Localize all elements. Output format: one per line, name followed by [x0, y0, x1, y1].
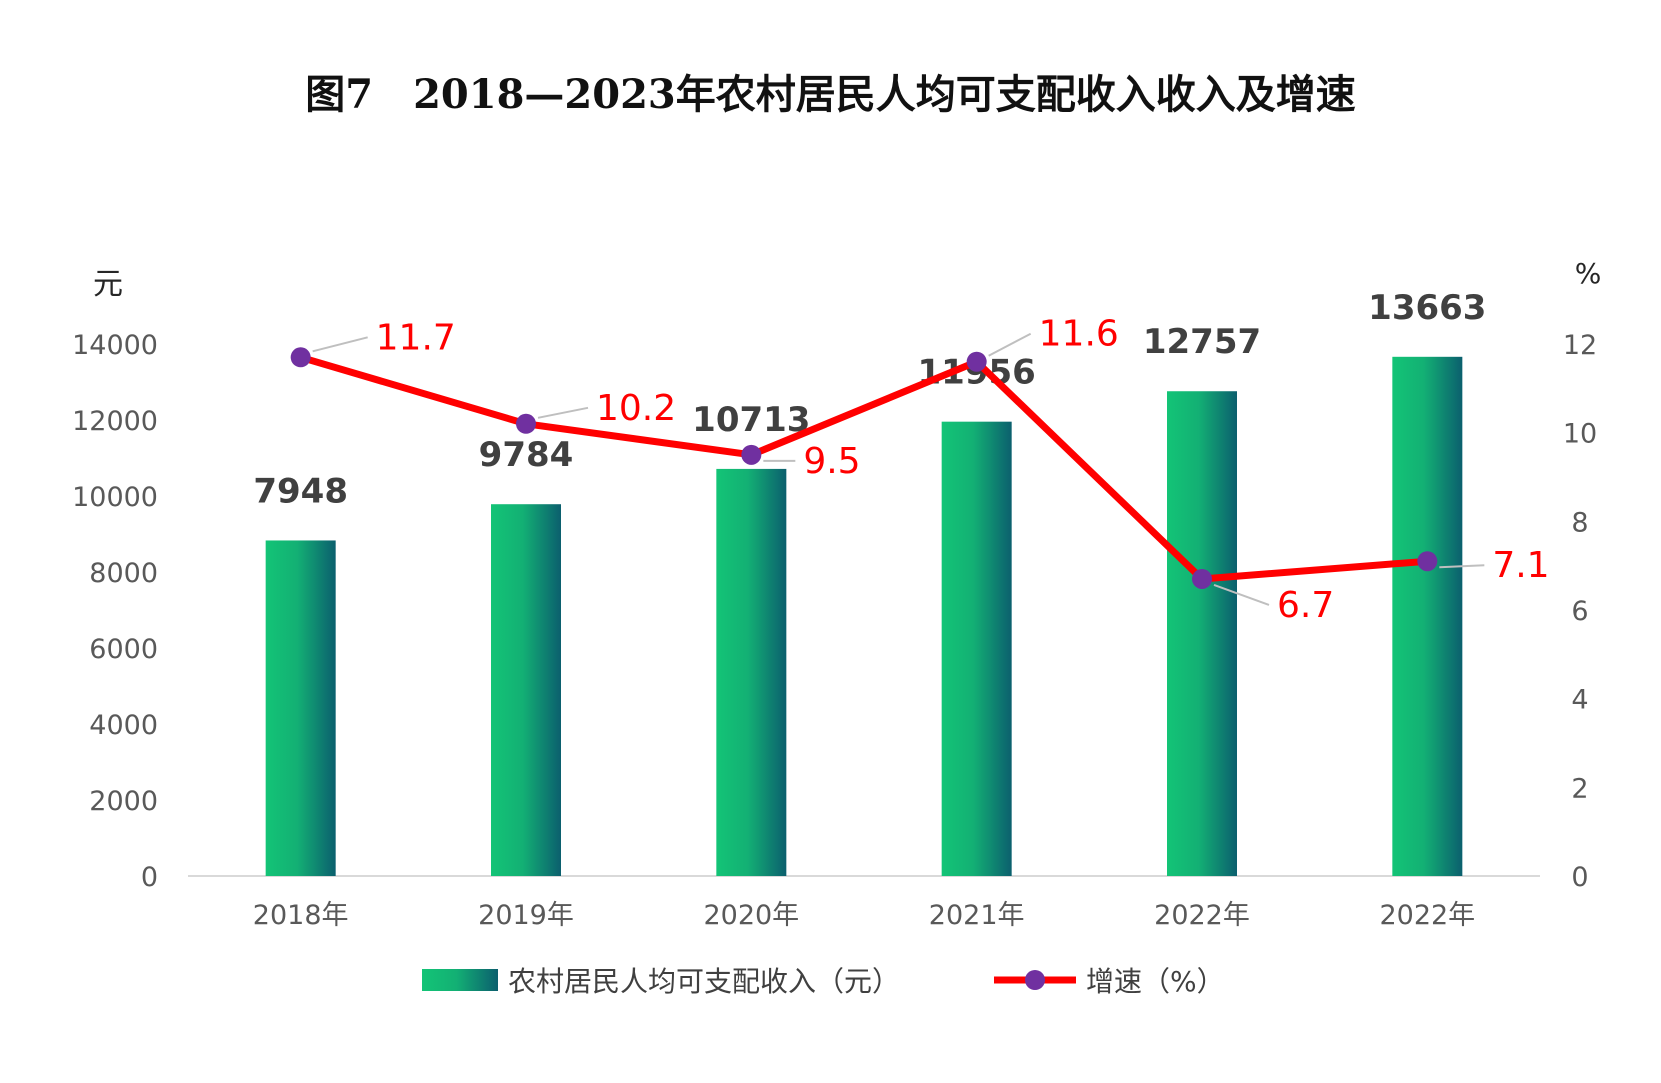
growth-value-label: 10.2	[596, 388, 676, 429]
x-tick-label: 2020年	[703, 900, 799, 931]
legend-bar-swatch	[422, 969, 498, 991]
growth-label-leader	[537, 406, 589, 419]
growth-point	[1192, 568, 1212, 589]
y-left-tick-label: 4000	[89, 710, 158, 741]
x-tick-label: 2021年	[929, 900, 1025, 931]
bar-value-label: 12757	[1143, 322, 1261, 362]
chart-title: 图7 2018—2023年农村居民人均可支配收入收入及增速	[305, 71, 1356, 118]
y-left-tick-label: 12000	[72, 406, 158, 437]
bar-value-label: 10713	[692, 400, 810, 440]
y-right-tick-label: 8	[1571, 507, 1588, 538]
x-tick-label: 2018年	[253, 900, 349, 931]
x-tick-label: 2019年	[478, 900, 574, 931]
y-right-axis: 0 2 4 6 8 10 12	[1563, 330, 1597, 893]
growth-point	[516, 413, 536, 434]
bar-value-label: 9784	[479, 435, 574, 475]
bar	[1392, 356, 1463, 876]
bar	[491, 504, 561, 876]
y-left-tick-label: 8000	[89, 558, 158, 589]
growth-value-label: 9.5	[803, 441, 860, 482]
y-right-tick-label: 10	[1563, 419, 1597, 450]
bar-value-label: 7948	[253, 471, 348, 511]
growth-label-leader	[312, 336, 368, 353]
growth-point	[741, 444, 762, 465]
growth-label-leader	[988, 332, 1032, 357]
growth-label-leader	[1439, 564, 1485, 569]
y-left-tick-label: 2000	[89, 786, 158, 817]
bar	[1167, 391, 1237, 876]
y-right-tick-label: 4	[1571, 685, 1588, 716]
y-right-tick-label: 12	[1563, 330, 1597, 361]
y-left-unit: 元	[93, 267, 123, 302]
bar-value-label: 13663	[1368, 288, 1486, 328]
bar	[941, 421, 1012, 876]
growth-point	[290, 347, 311, 368]
legend-line-marker	[1025, 970, 1045, 990]
growth-point	[1417, 551, 1438, 572]
growth-label-leader	[1213, 584, 1270, 606]
growth-line	[299, 353, 1428, 583]
y-left-axis: 0 2000 4000 6000 8000 10000 12000 14000	[72, 330, 158, 893]
line-value-labels: 11.7 10.2 9.5 11.6 6.7 7.1	[312, 314, 1550, 626]
y-left-tick-label: 10000	[72, 482, 158, 513]
x-tick-label: 2022年	[1154, 900, 1250, 931]
y-left-tick-label: 6000	[89, 634, 158, 665]
legend-line-label: 增速（%）	[1086, 965, 1225, 998]
y-right-unit: %	[1575, 257, 1602, 290]
x-axis: 2018年 2019年 2020年 2021年 2022年 2022年	[253, 900, 1475, 931]
bar	[265, 540, 336, 876]
bar-series	[265, 356, 1463, 876]
bar	[716, 468, 787, 876]
growth-point	[966, 351, 987, 372]
legend-bar-label: 农村居民人均可支配收入（元）	[508, 965, 900, 998]
y-right-tick-label: 0	[1571, 862, 1588, 893]
growth-value-label: 7.1	[1492, 545, 1549, 586]
y-left-tick-label: 14000	[72, 330, 158, 361]
growth-value-label: 11.6	[1039, 314, 1119, 355]
growth-value-label: 11.7	[376, 317, 456, 358]
x-tick-label: 2022年	[1379, 900, 1475, 931]
legend: 农村居民人均可支配收入（元） 增速（%）	[422, 965, 1225, 998]
line-series	[290, 347, 1438, 589]
y-left-tick-label: 0	[141, 862, 158, 893]
y-right-tick-label: 6	[1571, 596, 1588, 627]
y-right-tick-label: 2	[1571, 773, 1588, 804]
growth-value-label: 6.7	[1277, 585, 1334, 626]
